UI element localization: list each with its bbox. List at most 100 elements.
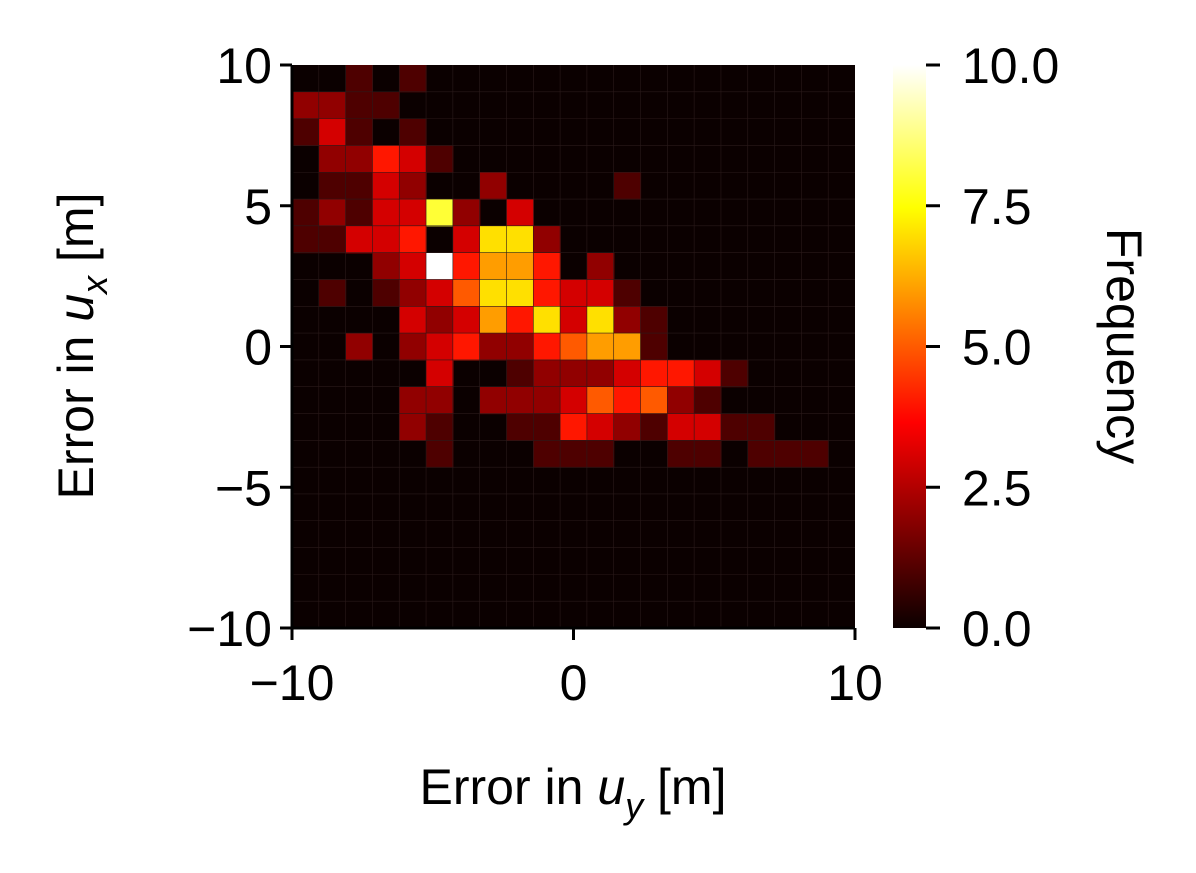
heatmap-cell	[372, 279, 400, 307]
heatmap-cell	[318, 145, 347, 173]
heatmap-cell	[586, 333, 615, 361]
heatmap-cell	[586, 359, 615, 388]
heatmap-cells	[292, 65, 829, 468]
heatmap-cell	[694, 386, 722, 415]
heatmap-cell	[533, 333, 561, 361]
heatmap-cell	[586, 279, 615, 307]
heatmap-cell	[613, 172, 642, 200]
heatmap-cell	[586, 413, 615, 441]
axes: −10 0 10 10 5 0 −5 −10	[187, 38, 883, 711]
x-tick-label: 0	[560, 655, 588, 711]
heatmap-cell	[560, 306, 588, 334]
heatmap-cell	[694, 413, 722, 441]
heatmap-cell	[613, 359, 642, 388]
heatmap-cell	[560, 279, 588, 307]
heatmap-cell	[533, 306, 561, 334]
y-tick-label: −5	[215, 460, 272, 516]
heatmap-cell	[533, 225, 561, 254]
heatmap-cell	[426, 199, 454, 227]
heatmap-cell	[426, 306, 454, 334]
heatmap-cell	[667, 359, 695, 388]
heatmap-cell	[399, 386, 427, 415]
x-tick-label: 10	[827, 655, 883, 711]
heatmap-cell	[640, 306, 668, 334]
heatmap-cell	[694, 440, 722, 468]
heatmap-cell	[399, 172, 427, 200]
x-axis-label: Error in uy [m]	[420, 759, 727, 826]
heatmap-cell	[560, 386, 588, 415]
heatmap-cell	[426, 413, 454, 441]
heatmap-cell	[506, 413, 534, 441]
colorbar-ticks: 10.0 7.5 5.0 2.5 0.0	[926, 38, 1059, 657]
heatmap-cell	[426, 145, 454, 173]
heatmap-cell	[292, 225, 320, 254]
heatmap-cell	[345, 199, 374, 227]
heatmap-cell	[399, 199, 427, 227]
y-tick-label: 10	[216, 38, 272, 94]
heatmap-cell	[533, 359, 561, 388]
heatmap-cell	[747, 440, 776, 468]
heatmap-cell	[720, 413, 749, 441]
heatmap-cell	[640, 413, 668, 441]
heatmap-cell	[533, 252, 561, 281]
colorbar-tick-label: 5.0	[962, 320, 1032, 376]
heatmap-cell	[345, 91, 374, 120]
heatmap-cell	[399, 279, 427, 307]
heatmap-cell	[533, 413, 561, 441]
y-ticks: 10 5 0 −5 −10	[187, 38, 292, 657]
heatmap-cell	[292, 118, 320, 147]
heatmap-cell	[372, 145, 400, 173]
y-tick-label: 0	[244, 320, 272, 376]
heatmap-cell	[399, 413, 427, 441]
heatmap-cell	[479, 279, 508, 307]
y-axis-label: Error in ux [m]	[48, 193, 115, 500]
heatmap-cell	[747, 413, 776, 441]
heatmap-cell	[452, 225, 481, 254]
heatmap-grid	[292, 65, 855, 628]
heatmap-cell	[292, 199, 320, 227]
heatmap-cell	[318, 91, 347, 120]
heatmap-cell	[506, 359, 534, 388]
heatmap-cell	[506, 306, 534, 334]
colorbar-tick-label: 7.5	[962, 179, 1032, 235]
heatmap-cell	[667, 440, 695, 468]
heatmap-cell	[399, 145, 427, 173]
heatmap-cell	[426, 252, 454, 281]
colorbar: 10.0 7.5 5.0 2.5 0.0 Frequency	[893, 38, 1152, 657]
heatmap-cell	[345, 145, 374, 173]
heatmap-cell	[452, 333, 481, 361]
heatmap-cell	[345, 225, 374, 254]
heatmap-cell	[372, 172, 400, 200]
y-tick-label: −10	[187, 601, 272, 657]
heatmap-cell	[399, 333, 427, 361]
heatmap-cell	[292, 91, 320, 120]
heatmap-cell	[613, 279, 642, 307]
heatmap-cell	[586, 440, 615, 468]
heatmap-cell	[372, 199, 400, 227]
heatmap-cell	[479, 225, 508, 254]
heatmap-cell	[345, 118, 374, 147]
heatmap-cell	[318, 118, 347, 147]
heatmap-cell	[640, 359, 668, 388]
heatmap-cell	[452, 199, 481, 227]
heatmap-cell	[533, 440, 561, 468]
heatmap-cell	[533, 386, 561, 415]
heatmap-cell	[506, 386, 534, 415]
heatmap-cell	[613, 306, 642, 334]
heatmap-cell	[560, 333, 588, 361]
heatmap-cell	[506, 225, 534, 254]
heatmap-cell	[345, 333, 374, 361]
heatmap-cell	[613, 386, 642, 415]
heatmap-cell	[613, 333, 642, 361]
heatmap-cell	[399, 252, 427, 281]
heatmap-cell	[506, 333, 534, 361]
heatmap-cell	[801, 440, 829, 468]
heatmap-cell	[640, 386, 668, 415]
heatmap-cell	[560, 440, 588, 468]
heatmap-cell	[452, 279, 481, 307]
heatmap-cell	[586, 306, 615, 334]
heatmap-cell	[372, 252, 400, 281]
heatmap-cell	[694, 359, 722, 388]
heatmap-cell	[720, 359, 749, 388]
